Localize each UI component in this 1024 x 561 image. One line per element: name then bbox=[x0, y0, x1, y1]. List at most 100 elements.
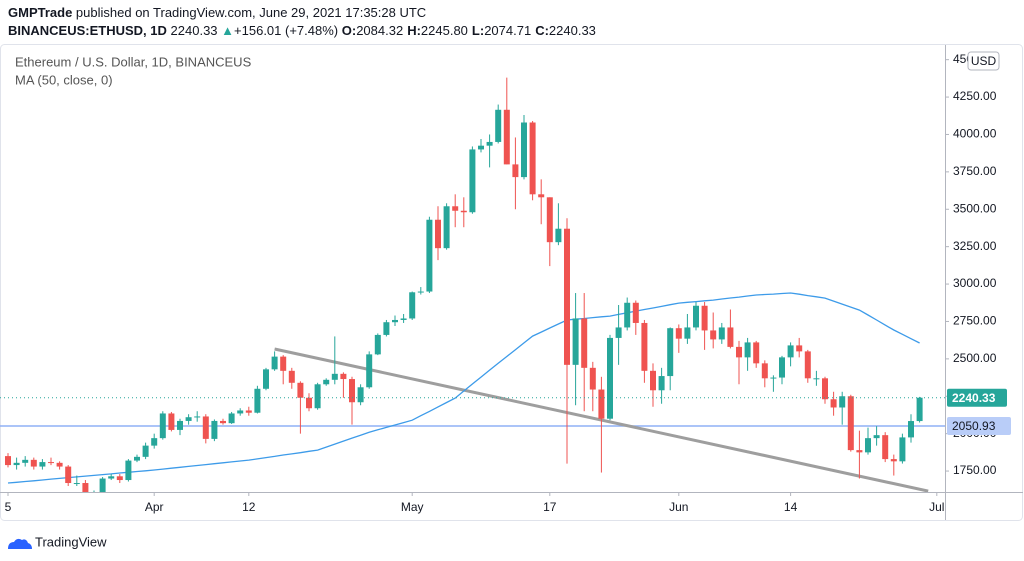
candle-body bbox=[56, 462, 63, 467]
candle-body bbox=[865, 438, 871, 453]
candle-body bbox=[73, 483, 80, 485]
candle-body bbox=[263, 369, 269, 389]
candle-body bbox=[142, 445, 149, 457]
candle-body bbox=[503, 109, 510, 165]
candle-body bbox=[847, 396, 854, 451]
x-tick-label: Apr bbox=[145, 500, 164, 514]
header: GMPTrade published on TradingView.com, J… bbox=[8, 4, 600, 40]
currency-label: USD bbox=[971, 54, 997, 68]
candle-body bbox=[813, 378, 820, 380]
symbol: BINANCEUS:ETHUSD, 1D bbox=[8, 23, 167, 38]
candle-body bbox=[830, 399, 837, 408]
candle-body bbox=[48, 462, 54, 464]
candle-body bbox=[839, 396, 846, 408]
y-tick-label: 4250.00 bbox=[953, 89, 997, 103]
candle-body bbox=[607, 337, 613, 419]
candle-body bbox=[99, 478, 106, 492]
y-tick-label: 2500.00 bbox=[953, 351, 997, 365]
candle-body bbox=[675, 328, 682, 339]
candle-body bbox=[13, 462, 20, 466]
candle-body bbox=[460, 210, 467, 213]
ohlc-value: 2084.32 bbox=[356, 23, 404, 38]
ohlc-key: L: bbox=[471, 23, 485, 38]
candle-body bbox=[134, 456, 140, 461]
footer-brand: TradingView bbox=[35, 534, 107, 549]
candle-body bbox=[245, 410, 252, 413]
candle-body bbox=[400, 318, 407, 320]
candle-body bbox=[65, 466, 72, 484]
candle-body bbox=[890, 459, 897, 462]
candle-body bbox=[770, 377, 777, 379]
candle-body bbox=[495, 109, 502, 142]
ohlc-key: H: bbox=[407, 23, 421, 38]
candle-body bbox=[882, 435, 889, 460]
candle-body bbox=[357, 387, 364, 403]
candle-body bbox=[151, 438, 158, 446]
last: 2240.33 bbox=[170, 23, 218, 38]
candle-body bbox=[202, 416, 209, 439]
last-price-box bbox=[947, 388, 1007, 407]
candle-body bbox=[159, 413, 166, 439]
candle-body bbox=[856, 450, 863, 453]
candle-body bbox=[538, 194, 545, 198]
candle-body bbox=[383, 322, 390, 335]
ma-line bbox=[7, 292, 920, 484]
candle-body bbox=[392, 319, 398, 323]
ohlc-key: C: bbox=[535, 23, 549, 38]
candle-body bbox=[417, 291, 424, 293]
candle-body bbox=[693, 305, 699, 328]
candle-body bbox=[744, 342, 751, 358]
ohlc-value: 2245.80 bbox=[420, 23, 468, 38]
candle-body bbox=[804, 351, 811, 379]
candle-body bbox=[409, 292, 416, 319]
quote-line: BINANCEUS:ETHUSD, 1D 2240.33 ▲+156.01 (+… bbox=[8, 22, 600, 40]
published: published on TradingView.com, June 29, 2… bbox=[75, 5, 427, 20]
y-tick-label: 3000.00 bbox=[953, 276, 997, 290]
candle-body bbox=[908, 421, 914, 438]
hline-label: 2050.93 bbox=[952, 419, 996, 433]
plot bbox=[0, 77, 945, 492]
candle-body bbox=[779, 357, 785, 378]
ohlc: O:2084.32 H:2245.80 L:2074.71 C:2240.33 bbox=[342, 23, 600, 38]
ma-legend: MA (50, close, 0) bbox=[15, 72, 113, 87]
chart-title: Ethereum / U.S. Dollar, 1D, BINANCEUS bbox=[15, 54, 252, 69]
currency-box bbox=[967, 51, 1000, 71]
candle-body bbox=[684, 327, 691, 339]
y-tick-label: 3500.00 bbox=[953, 201, 997, 215]
candle-body bbox=[39, 462, 46, 467]
candle-body bbox=[237, 410, 244, 414]
candle-body bbox=[340, 373, 347, 380]
candle-body bbox=[521, 122, 527, 178]
candle-body bbox=[211, 420, 218, 439]
candle-body bbox=[899, 437, 906, 462]
candle-body bbox=[374, 334, 381, 355]
candle-body bbox=[564, 228, 570, 365]
candle-body bbox=[469, 149, 476, 213]
candle-body bbox=[615, 327, 622, 338]
candle-body bbox=[486, 141, 493, 146]
candle-body bbox=[349, 379, 355, 403]
candle-body bbox=[280, 356, 287, 371]
candle-body bbox=[271, 356, 278, 370]
x-tick-label: May bbox=[401, 500, 424, 514]
candle-body bbox=[701, 305, 708, 331]
candle-body bbox=[736, 346, 742, 358]
candle-body bbox=[331, 373, 338, 380]
candle-body bbox=[323, 379, 330, 385]
y-tick-label: 1750.00 bbox=[953, 463, 997, 477]
ohlc-value: 2240.33 bbox=[548, 23, 596, 38]
candle-body bbox=[624, 302, 631, 328]
candle-body bbox=[710, 330, 717, 340]
candle-body bbox=[435, 219, 441, 249]
candle-body bbox=[443, 206, 450, 249]
candle-body bbox=[452, 206, 459, 211]
candle-body bbox=[306, 397, 312, 409]
candle-body bbox=[220, 420, 226, 424]
candle-body bbox=[228, 413, 235, 424]
x-tick-label: Jul bbox=[929, 500, 944, 514]
x-tick-label: 5 bbox=[5, 500, 12, 514]
x-tick-label: Jun bbox=[669, 500, 688, 514]
candle-body bbox=[658, 376, 665, 391]
candle-body bbox=[168, 413, 175, 430]
